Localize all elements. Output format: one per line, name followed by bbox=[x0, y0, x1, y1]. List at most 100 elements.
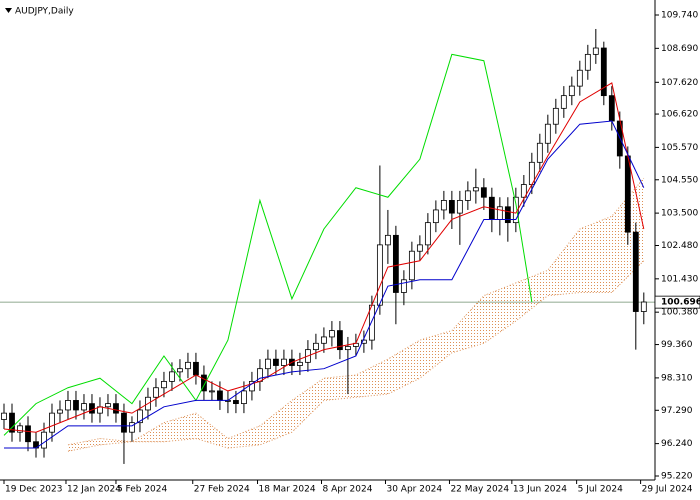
candle-body bbox=[440, 200, 447, 211]
x-tick-label: 19 Dec 2023 bbox=[5, 485, 63, 495]
candle-body bbox=[297, 361, 303, 366]
candle-body bbox=[49, 412, 55, 433]
x-tick-label: 27 Feb 2024 bbox=[194, 485, 250, 495]
candle-body bbox=[600, 47, 607, 97]
candle-body bbox=[137, 409, 143, 424]
indicator-line bbox=[3, 53, 533, 436]
x-tick-label: 12 Jan 2024 bbox=[67, 485, 121, 495]
candle-body bbox=[592, 47, 599, 55]
candle-body bbox=[321, 336, 327, 344]
candle-body bbox=[544, 123, 551, 144]
y-tick-label: 101.430 bbox=[661, 274, 698, 284]
candle-body bbox=[416, 244, 423, 252]
x-tick-label: 18 Mar 2024 bbox=[259, 485, 316, 495]
candle-body bbox=[424, 222, 431, 246]
candle-body bbox=[41, 431, 47, 449]
y-tick-label: 103.500 bbox=[661, 209, 698, 219]
candle-body bbox=[344, 346, 351, 351]
candle-body bbox=[169, 371, 175, 382]
y-tick-label: 106.620 bbox=[661, 110, 698, 120]
senkou-span-b bbox=[67, 260, 645, 449]
candle-body bbox=[249, 380, 255, 392]
candle-body bbox=[17, 425, 23, 433]
y-tick-label: 102.480 bbox=[661, 241, 698, 251]
candle-body bbox=[384, 234, 391, 246]
candle-body bbox=[536, 142, 543, 163]
candle-body bbox=[177, 368, 183, 373]
candle-body bbox=[608, 95, 615, 122]
plot-area bbox=[0, 28, 655, 464]
x-tick-label: 13 Jun 2024 bbox=[513, 485, 567, 495]
candle-body bbox=[552, 107, 559, 125]
candle-body bbox=[105, 403, 111, 408]
candle-body bbox=[392, 234, 399, 293]
x-tick-label: 29 Jul 2024 bbox=[642, 485, 693, 495]
candle-body bbox=[201, 374, 207, 392]
candle-body bbox=[89, 403, 95, 414]
candle-body bbox=[121, 412, 127, 433]
candle-body bbox=[265, 358, 271, 370]
x-tick-label: 30 Apr 2024 bbox=[386, 485, 442, 495]
candle-body bbox=[73, 400, 79, 411]
candle-body bbox=[185, 361, 191, 370]
y-tick-label: 97.290 bbox=[661, 406, 693, 416]
candle-body bbox=[336, 330, 343, 351]
candle-body bbox=[520, 184, 527, 198]
y-tick-label: 108.690 bbox=[661, 44, 698, 54]
candle-body bbox=[57, 409, 63, 414]
x-tick-label: 5 Jul 2024 bbox=[578, 485, 623, 495]
y-tick-label: 99.360 bbox=[661, 340, 693, 350]
x-tick-label: 8 Apr 2024 bbox=[323, 485, 373, 495]
candle-body bbox=[313, 342, 319, 351]
y-tick-label: 109.740 bbox=[661, 11, 698, 21]
candle-body bbox=[504, 206, 511, 224]
candle-body bbox=[496, 206, 503, 220]
candle-body bbox=[161, 380, 167, 389]
candle-body bbox=[512, 196, 519, 224]
candle-body bbox=[472, 187, 479, 192]
candle-body bbox=[1, 412, 7, 420]
chart-title: AUDJPY,Daily bbox=[15, 7, 74, 17]
candle-body bbox=[408, 250, 415, 281]
cloud-fill bbox=[67, 178, 644, 452]
candle-body bbox=[376, 244, 383, 306]
y-tick-label: 107.620 bbox=[661, 78, 698, 88]
indicator-line bbox=[3, 82, 645, 433]
indicator-line bbox=[3, 120, 645, 449]
candle-body bbox=[360, 339, 367, 344]
candle-body bbox=[81, 403, 87, 411]
y-tick-label: 105.570 bbox=[661, 143, 698, 153]
candle-body bbox=[464, 190, 471, 201]
candle-body bbox=[129, 422, 135, 433]
menu-triangle[interactable] bbox=[5, 8, 12, 13]
candle-body bbox=[400, 279, 407, 293]
candle-body bbox=[456, 200, 463, 214]
candle-body bbox=[241, 390, 247, 405]
y-tick-label: 100.380 bbox=[661, 308, 698, 318]
y-tick-label: 98.310 bbox=[661, 373, 693, 383]
candle-body bbox=[233, 400, 239, 405]
candle-body bbox=[576, 69, 583, 87]
candle-body bbox=[480, 187, 487, 198]
last-price-label: 100.696 bbox=[661, 298, 700, 308]
candle-body bbox=[624, 155, 631, 233]
candle-body bbox=[153, 387, 159, 398]
y-tick-label: 104.550 bbox=[661, 175, 698, 185]
candle-body bbox=[113, 403, 119, 414]
y-tick-label: 96.240 bbox=[661, 439, 693, 449]
candle-body bbox=[560, 95, 567, 109]
candle-body bbox=[65, 400, 71, 411]
candle-body bbox=[9, 412, 15, 433]
candle-body bbox=[640, 301, 647, 312]
candle-body bbox=[209, 390, 215, 393]
candle-body bbox=[273, 358, 279, 366]
candle-body bbox=[432, 209, 439, 224]
y-tick-label: 95.220 bbox=[661, 472, 693, 482]
x-tick-label: 22 May 2024 bbox=[450, 485, 509, 495]
candle-body bbox=[448, 200, 455, 214]
x-tick-label: 5 Feb 2024 bbox=[117, 485, 168, 495]
last-price-box bbox=[654, 295, 700, 309]
candle-body bbox=[217, 390, 223, 401]
candle-body bbox=[25, 425, 31, 443]
